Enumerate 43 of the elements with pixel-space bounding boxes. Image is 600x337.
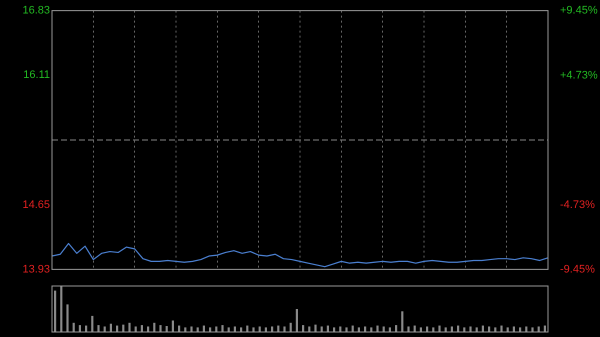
bar bbox=[339, 326, 342, 332]
y-tick-label: 13.93 bbox=[22, 263, 50, 276]
bar bbox=[432, 327, 434, 332]
y-tick-label: 16.83 bbox=[22, 4, 50, 17]
bar bbox=[228, 327, 230, 332]
bar bbox=[352, 326, 354, 332]
bar bbox=[166, 326, 168, 332]
bar bbox=[196, 327, 199, 332]
y2-tick-label: -9.45% bbox=[560, 263, 596, 276]
bar bbox=[382, 326, 385, 332]
y2-tick-label: +9.45% bbox=[560, 4, 598, 17]
bar bbox=[414, 326, 416, 332]
bar bbox=[444, 327, 447, 332]
y2-tick-label: +4.73% bbox=[560, 69, 598, 82]
bar bbox=[476, 327, 478, 332]
bar bbox=[370, 327, 372, 332]
bar bbox=[66, 304, 69, 332]
bar bbox=[525, 326, 528, 332]
bar bbox=[258, 326, 261, 332]
bar bbox=[463, 327, 466, 332]
bar bbox=[401, 311, 404, 332]
bar bbox=[494, 327, 496, 332]
y-tick-label: 14.65 bbox=[22, 199, 50, 212]
bar bbox=[246, 326, 248, 332]
bar bbox=[72, 322, 75, 332]
bar bbox=[308, 326, 310, 332]
bar bbox=[134, 326, 137, 332]
bar bbox=[104, 326, 106, 332]
y2-tick-label: -4.73% bbox=[560, 198, 596, 211]
bar bbox=[320, 326, 323, 332]
bar bbox=[290, 322, 292, 332]
bar bbox=[91, 316, 94, 332]
bar bbox=[538, 326, 540, 332]
bar bbox=[277, 326, 280, 332]
bar bbox=[184, 327, 186, 332]
bar bbox=[296, 309, 298, 332]
bar bbox=[54, 290, 56, 332]
bar bbox=[506, 327, 509, 332]
bar bbox=[60, 286, 62, 332]
bar bbox=[153, 322, 156, 332]
y-tick-label: 16.11 bbox=[23, 68, 50, 81]
bar bbox=[122, 324, 124, 332]
bar bbox=[215, 326, 218, 332]
